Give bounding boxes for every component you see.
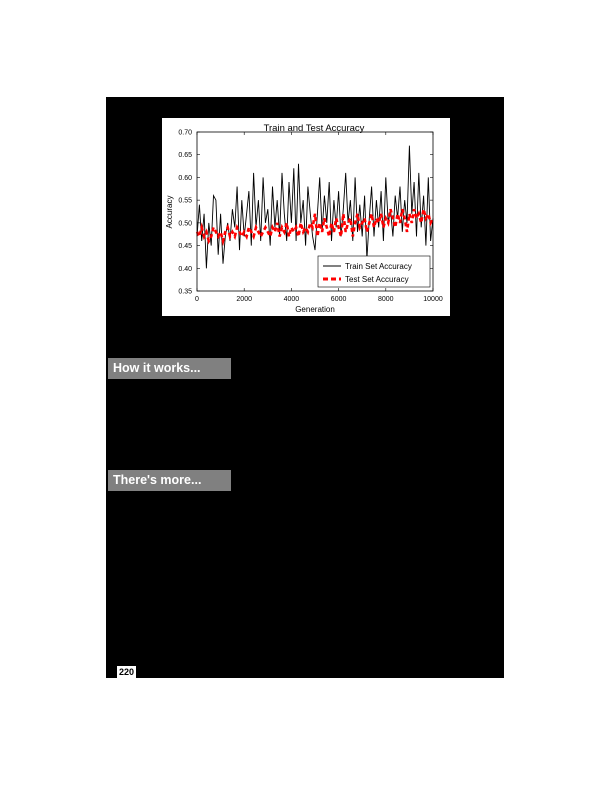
- how-it-works-heading: How it works...: [108, 358, 231, 379]
- x-tick-label: 6000: [331, 296, 347, 303]
- accuracy-chart: Train and Test Accuracy Accuracy Generat…: [165, 123, 443, 314]
- legend-train-label: Train Set Accuracy: [345, 262, 412, 271]
- theres-more-heading: There's more...: [108, 470, 231, 491]
- x-tick-label: 8000: [378, 296, 394, 303]
- page-number: 220: [117, 666, 137, 678]
- x-axis-label: Generation: [295, 305, 335, 314]
- y-tick-label: 0.70: [178, 130, 192, 137]
- y-tick-label: 0.65: [178, 152, 192, 159]
- x-tick-label: 10000: [423, 296, 443, 303]
- y-tick-label: 0.45: [178, 243, 192, 250]
- y-tick-label: 0.40: [178, 266, 192, 273]
- y-tick-label: 0.50: [178, 220, 192, 227]
- chart-legend: Train Set Accuracy Test Set Accuracy: [317, 255, 431, 288]
- chart-title: Train and Test Accuracy: [264, 123, 365, 134]
- y-axis-label: Accuracy: [165, 196, 174, 229]
- plot-frame: [196, 131, 434, 292]
- y-tick-label: 0.60: [178, 175, 192, 182]
- x-tick-label: 4000: [284, 296, 300, 303]
- x-tick-label: 0: [195, 296, 199, 303]
- y-tick-label: 0.55: [178, 198, 192, 205]
- test-accuracy-line: [195, 208, 435, 247]
- x-tick-label: 2000: [236, 296, 252, 303]
- train-accuracy-line: [196, 145, 434, 269]
- y-tick-label: 0.35: [178, 289, 192, 296]
- legend-box: [317, 255, 431, 288]
- accuracy-figure: Train and Test Accuracy Accuracy Generat…: [162, 118, 450, 316]
- legend-test-label: Test Set Accuracy: [345, 275, 409, 284]
